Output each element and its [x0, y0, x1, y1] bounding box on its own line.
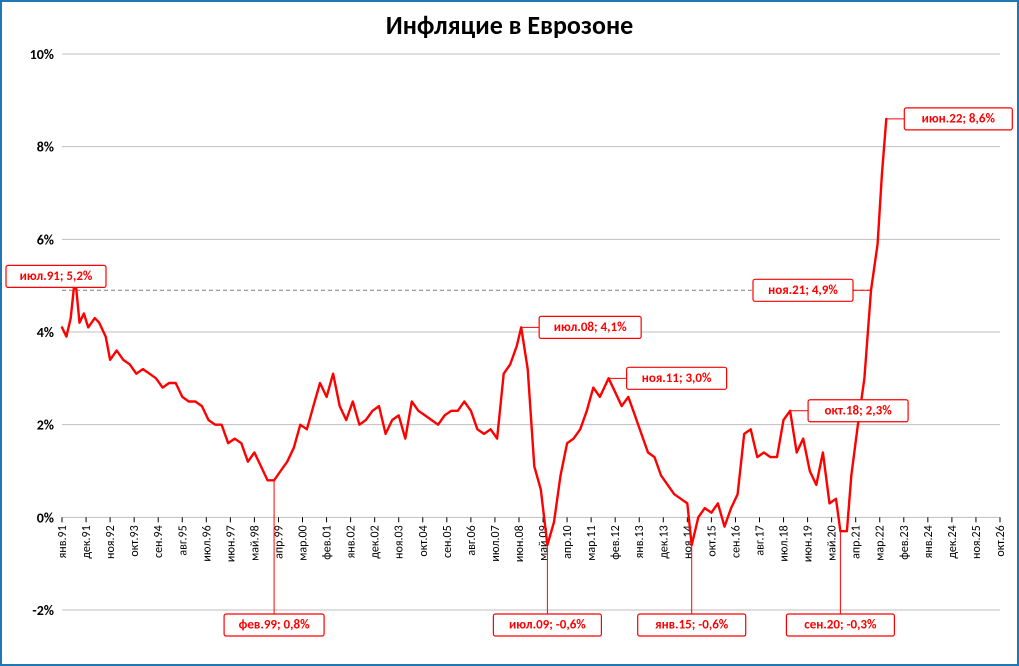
svg-text:фев.12: фев.12 — [609, 525, 623, 559]
svg-text:июн.22; 8,6%: июн.22; 8,6% — [922, 112, 996, 127]
svg-text:янв.15; -0,6%: янв.15; -0,6% — [655, 618, 729, 633]
svg-text:Инфляцие в Еврозоне: Инфляцие в Еврозоне — [386, 9, 633, 41]
callout: июл.91; 5,2% — [6, 265, 106, 287]
svg-text:июл.07: июл.07 — [489, 525, 503, 561]
svg-text:6%: 6% — [37, 231, 54, 248]
svg-text:мар.11: мар.11 — [585, 525, 599, 560]
svg-text:апр.21: апр.21 — [850, 525, 864, 559]
callout: ноя.21; 4,9% — [753, 279, 871, 301]
svg-text:окт.26: окт.26 — [994, 525, 1008, 556]
svg-text:сен.94: сен.94 — [152, 525, 166, 558]
svg-text:июн.08: июн.08 — [513, 525, 527, 562]
svg-text:ноя.92: ноя.92 — [104, 525, 118, 559]
svg-text:ноя.03: ноя.03 — [393, 525, 407, 559]
svg-text:фев.01: фев.01 — [321, 525, 335, 559]
eurozone-inflation-chart: Инфляцие в Еврозоне -2% 0% 2% 4% 6% 8% 10% янв.9… — [0, 0, 1019, 666]
svg-text:4%: 4% — [37, 324, 54, 341]
svg-text:янв.91: янв.91 — [56, 525, 70, 558]
svg-text:0%: 0% — [37, 509, 54, 526]
svg-text:авг.95: авг.95 — [176, 525, 190, 555]
svg-text:авг.06: авг.06 — [465, 525, 479, 555]
svg-text:8%: 8% — [37, 139, 54, 156]
svg-text:июл.91; 5,2%: июл.91; 5,2% — [20, 269, 93, 284]
svg-text:ноя.11; 3,0%: ноя.11; 3,0% — [642, 371, 712, 386]
svg-text:сен.05: сен.05 — [441, 525, 455, 558]
svg-text:ноя.25: ноя.25 — [970, 525, 984, 559]
svg-text:окт.04: окт.04 — [417, 525, 431, 556]
svg-text:авг.17: авг.17 — [753, 525, 767, 555]
svg-text:июл.18: июл.18 — [778, 525, 792, 561]
svg-text:-2%: -2% — [32, 602, 54, 619]
svg-text:дек.13: дек.13 — [657, 525, 671, 558]
svg-text:фев.99; 0,8%: фев.99; 0,8% — [239, 618, 310, 633]
svg-text:окт.93: окт.93 — [128, 525, 142, 556]
callout: июн.22; 8,6% — [886, 108, 1012, 130]
svg-text:дек.02: дек.02 — [369, 525, 383, 558]
callout: июл.08; 4,1% — [521, 316, 641, 338]
svg-text:янв.24: янв.24 — [922, 525, 936, 558]
svg-text:янв.02: янв.02 — [345, 525, 359, 558]
svg-text:окт.18; 2,3%: окт.18; 2,3% — [824, 403, 892, 418]
svg-text:дек.24: дек.24 — [946, 525, 960, 558]
svg-text:июл.09; -0,6%: июл.09; -0,6% — [509, 618, 586, 633]
svg-text:июл.96: июл.96 — [200, 525, 214, 561]
svg-text:янв.13: янв.13 — [633, 525, 647, 558]
svg-text:июл.08; 4,1%: июл.08; 4,1% — [554, 320, 627, 335]
svg-text:июн.97: июн.97 — [224, 525, 238, 562]
svg-text:сен.16: сен.16 — [729, 525, 743, 558]
callout: ноя.11; 3,0% — [609, 367, 727, 389]
svg-text:мар.22: мар.22 — [874, 525, 888, 560]
svg-text:дек.91: дек.91 — [80, 525, 94, 558]
svg-text:10%: 10% — [30, 46, 54, 63]
svg-text:май.98: май.98 — [248, 525, 262, 561]
svg-text:июн.19: июн.19 — [802, 525, 816, 562]
svg-text:апр.10: апр.10 — [561, 525, 575, 559]
svg-text:мар.00: мар.00 — [297, 525, 311, 560]
svg-text:май.20: май.20 — [826, 525, 840, 561]
svg-text:2%: 2% — [37, 417, 54, 434]
svg-text:сен.20; -0,3%: сен.20; -0,3% — [804, 618, 877, 633]
svg-text:фев.23: фев.23 — [898, 525, 912, 559]
svg-text:окт.15: окт.15 — [705, 525, 719, 556]
callout: окт.18; 2,3% — [790, 400, 908, 422]
svg-text:ноя.21; 4,9%: ноя.21; 4,9% — [768, 283, 838, 298]
